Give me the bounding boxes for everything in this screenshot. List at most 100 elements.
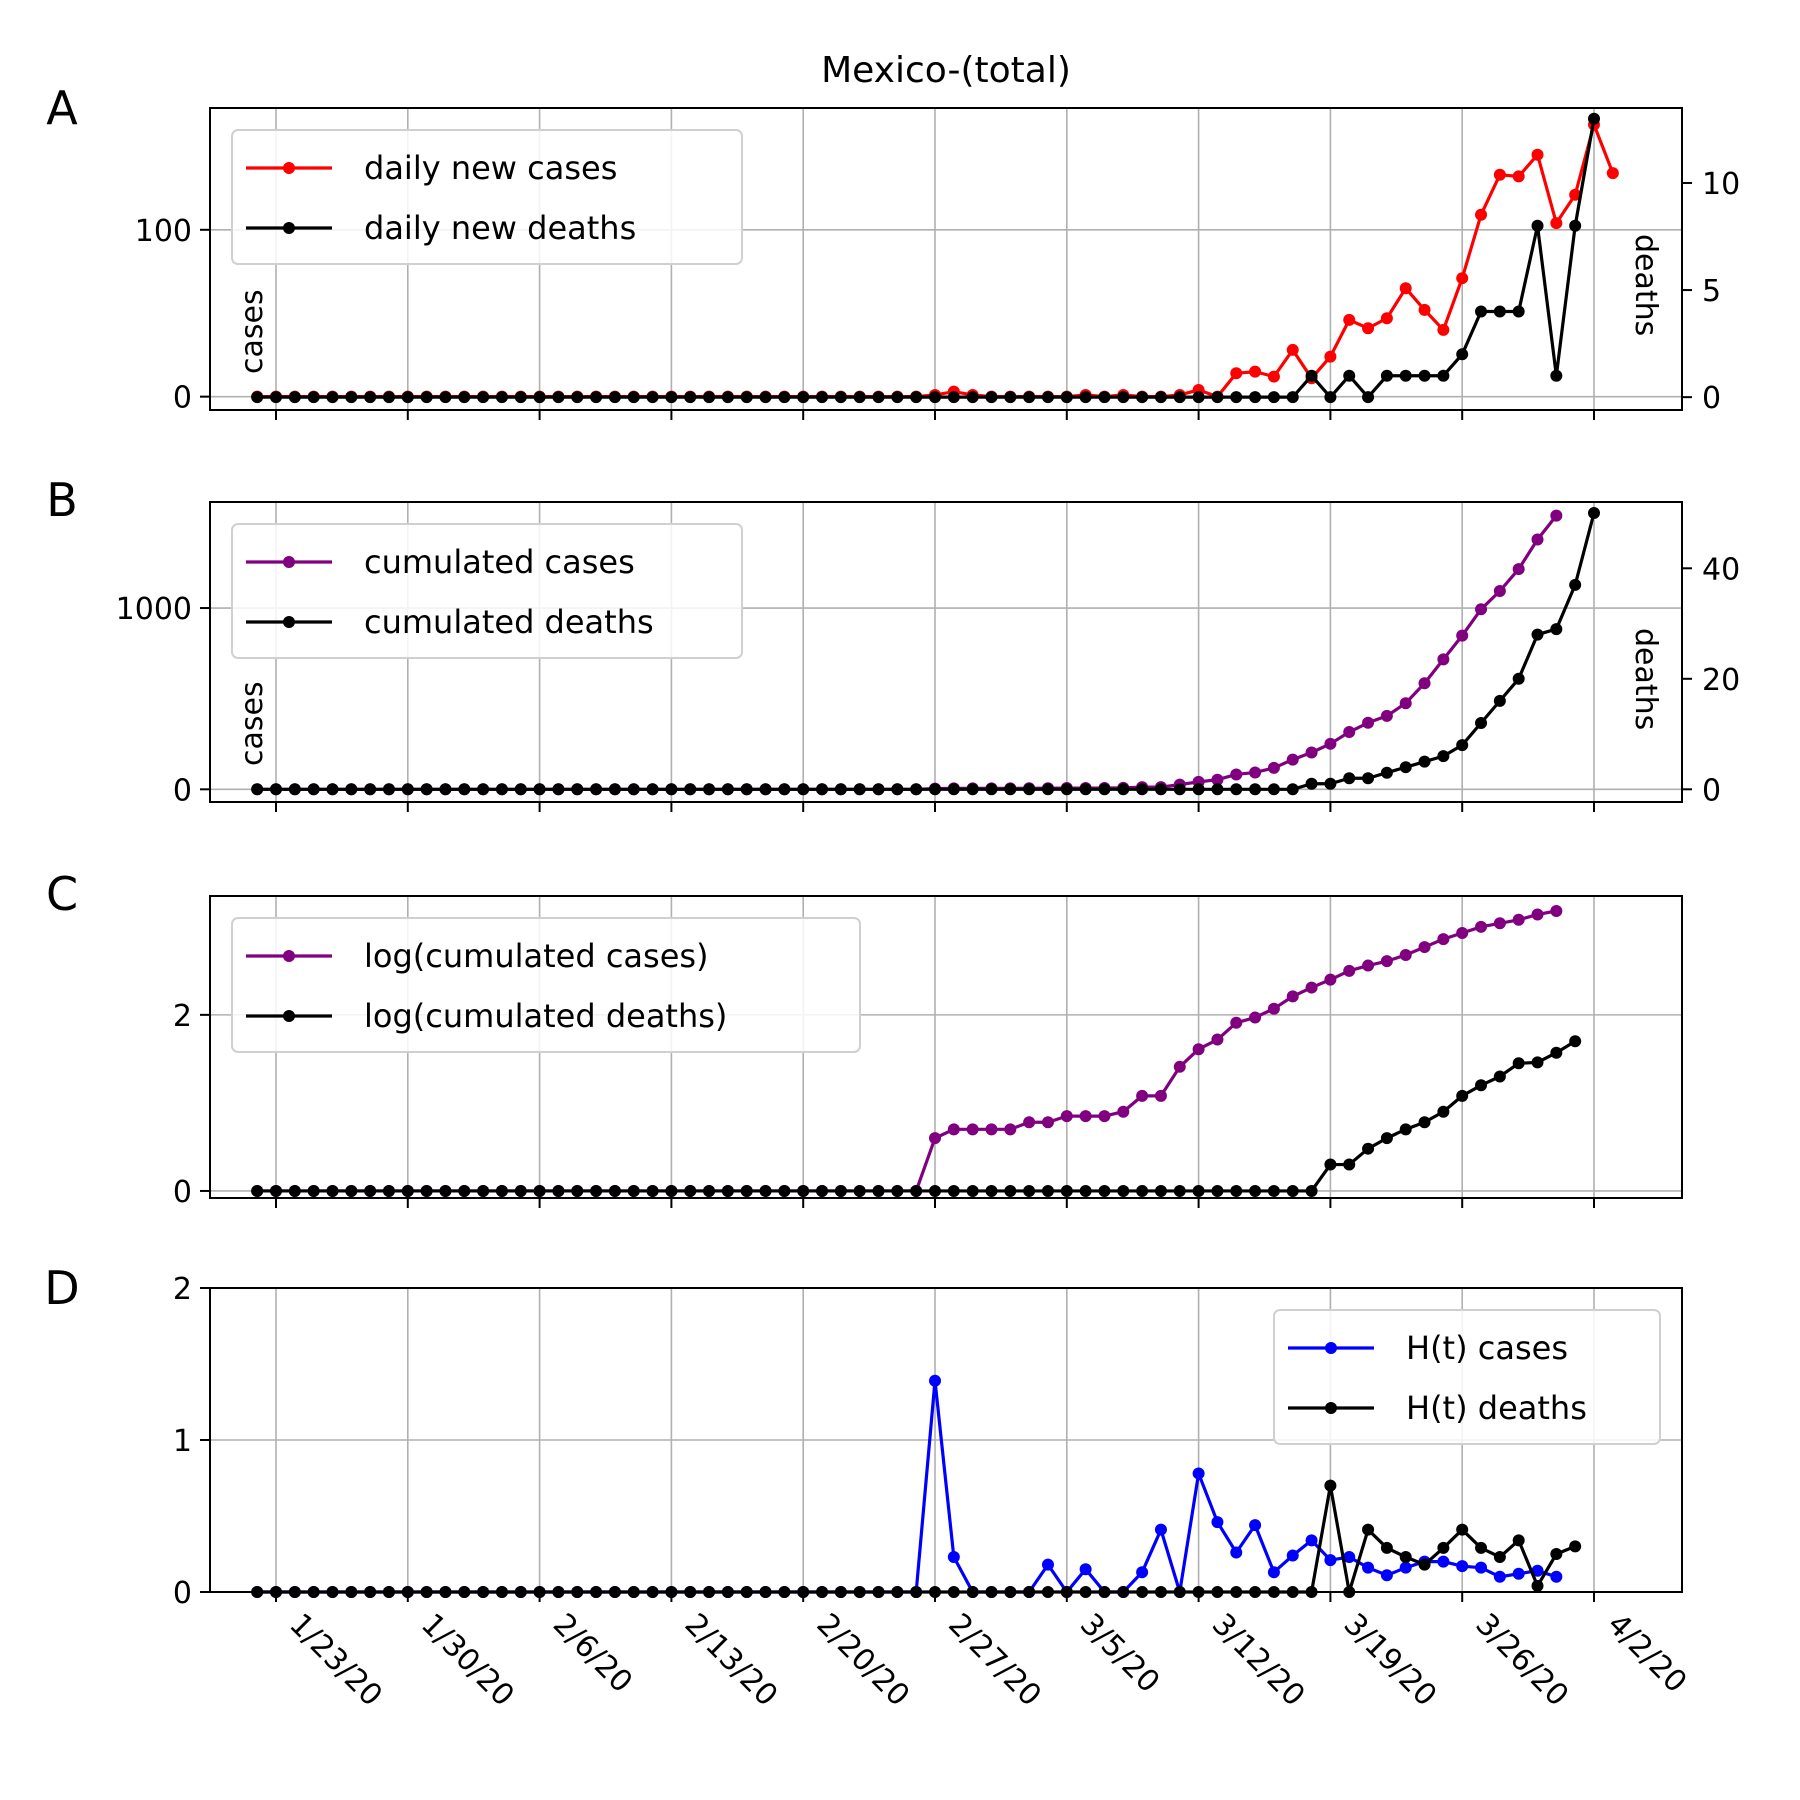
data-point [1531,219,1544,232]
legend-label: cumulated cases [364,543,635,581]
series-log-cumulated-deaths- [251,1035,1582,1197]
data-point [1569,188,1582,201]
y-tick-label: 0 [173,773,192,808]
data-point [1550,904,1563,917]
data-point [1305,1184,1318,1197]
data-point [608,391,621,404]
data-point [1079,1563,1092,1576]
data-point [1512,1534,1525,1547]
data-point [665,783,678,796]
y-axis-label: cases [235,289,270,374]
data-point [458,1184,471,1197]
data-point [270,1184,282,1197]
data-point [1418,755,1431,768]
y-axis-label-right: deaths [1628,628,1663,730]
data-point [684,391,697,404]
data-point [1475,1541,1488,1554]
data-point [590,783,603,796]
x-tick-label: 1/23/20 [282,1607,389,1714]
data-point [1456,272,1469,285]
data-point [910,391,923,404]
legend-label: cumulated deaths [364,603,654,641]
data-point [1041,783,1054,796]
data-point [1154,1523,1167,1536]
data-point [1569,1035,1582,1048]
data-point [307,391,320,404]
data-point [1569,219,1582,232]
legend-label: log(cumulated cases) [364,937,709,975]
data-point [1493,694,1506,707]
data-point [1399,1123,1412,1136]
data-point [1249,365,1262,378]
data-point [703,783,716,796]
data-point [1305,1534,1318,1547]
data-point [1531,1564,1544,1577]
data-point [778,391,791,404]
data-point [1380,1132,1393,1145]
data-point [966,1123,979,1136]
data-point [1493,168,1506,181]
y-tick-label: 0 [173,1576,192,1611]
series-daily-new-deaths [251,112,1600,404]
data-point [703,391,716,404]
data-point [966,1184,979,1197]
data-point [947,1551,960,1564]
data-point [420,783,433,796]
data-point [759,1184,772,1197]
data-point [1324,391,1337,404]
legend: log(cumulated cases) log(cumulated deaths… [231,917,861,1053]
data-point [1437,323,1450,336]
y-tick-label: 0 [173,1175,192,1210]
axes-frame [209,107,1683,411]
data-point [834,1184,847,1197]
data-point [477,391,490,404]
data-point [1004,391,1017,404]
data-point [1286,343,1299,356]
data-point [1362,772,1375,785]
data-point [1230,1184,1243,1197]
data-point [1324,777,1337,790]
data-point [1098,1110,1111,1123]
data-point [288,1184,301,1197]
data-point [1343,1551,1356,1564]
x-tick-label: 3/19/20 [1337,1607,1444,1714]
data-point [1286,1184,1299,1197]
data-point [1362,391,1375,404]
data-point [345,391,358,404]
data-point [1173,1060,1186,1073]
data-point [1531,1056,1544,1069]
data-point [684,783,697,796]
data-point [420,1184,433,1197]
data-point [627,783,640,796]
data-point [1192,1043,1205,1056]
data-point [1475,920,1488,933]
data-point [1211,391,1224,404]
data-point [382,391,395,404]
data-point [759,783,772,796]
data-point [1192,1184,1205,1197]
data-point [1362,716,1375,729]
legend-marker [283,1010,295,1022]
data-point [778,783,791,796]
figure-title: Mexico-(total) [821,50,1071,91]
data-point [1362,322,1375,335]
data-point [1362,1561,1375,1574]
data-point [1456,629,1469,642]
x-tick-label: 2/20/20 [810,1607,917,1714]
data-point [326,783,339,796]
data-point [1098,783,1111,796]
x-tick-label: 2/6/20 [546,1607,639,1700]
data-point [1362,1523,1375,1536]
data-point [1211,1033,1224,1046]
y-tick-label-right: 0 [1702,381,1721,416]
data-point [1192,783,1205,796]
data-point [646,783,659,796]
data-point [1230,1546,1243,1559]
data-point [1550,623,1563,636]
data-point [1343,726,1356,739]
data-point [1569,1540,1582,1553]
data-point [1079,1110,1092,1123]
data-point [1173,783,1186,796]
data-point [590,1184,603,1197]
data-point [1380,312,1393,325]
